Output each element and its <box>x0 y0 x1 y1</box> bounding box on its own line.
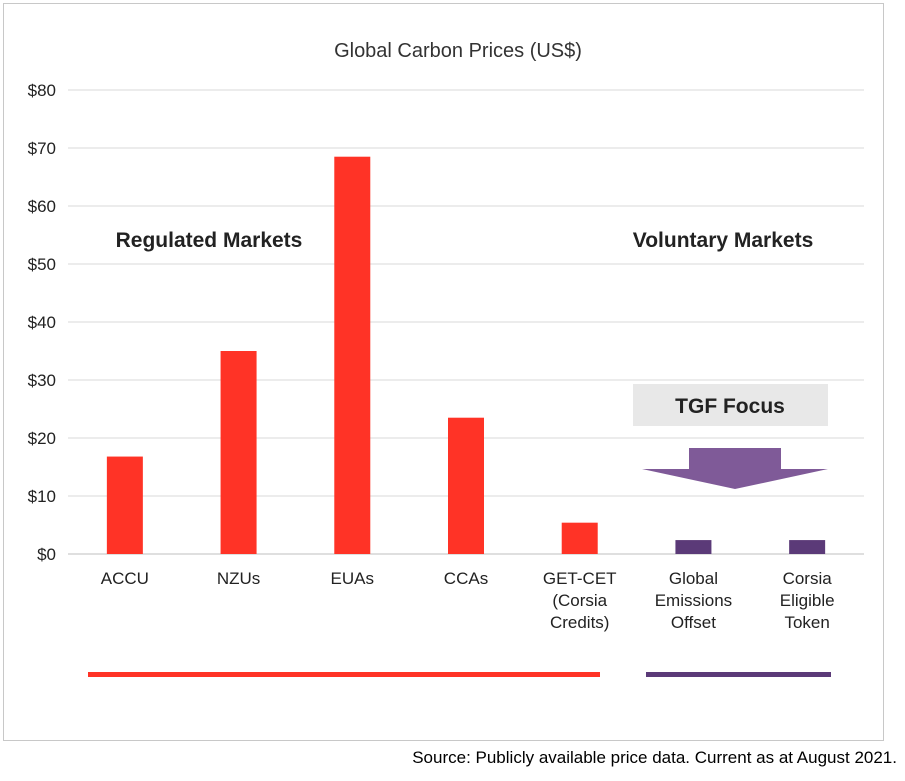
y-tick-label: $0 <box>37 545 56 564</box>
down-arrow-icon <box>642 448 828 489</box>
y-tick-label: $70 <box>28 139 56 158</box>
x-tick-label: Global <box>669 569 718 588</box>
chart-frame <box>3 3 884 741</box>
x-tick-label: Offset <box>671 613 716 632</box>
x-tick-label: CCAs <box>444 569 488 588</box>
x-tick-label: Credits) <box>550 613 610 632</box>
x-tick-label: NZUs <box>217 569 260 588</box>
bar-global-emissions-offset <box>675 540 712 554</box>
regulated-markets-label: Regulated Markets <box>116 229 303 252</box>
y-tick-label: $10 <box>28 487 56 506</box>
x-tick-label: Eligible <box>780 591 835 610</box>
y-tick-label: $80 <box>28 81 56 100</box>
voluntary-markets-label: Voluntary Markets <box>633 229 814 252</box>
y-tick-label: $60 <box>28 197 56 216</box>
y-tick-label: $30 <box>28 371 56 390</box>
source-note: Source: Publicly available price data. C… <box>412 748 897 767</box>
voluntary-group-underline <box>646 672 831 677</box>
x-tick-label: Token <box>784 613 829 632</box>
y-tick-label: $50 <box>28 255 56 274</box>
chart-canvas: Global Carbon Prices (US$) $0 $10 $20 $30 $4… <box>28 40 864 677</box>
bar-nzus <box>220 351 257 554</box>
bar-ccas <box>448 417 484 554</box>
chart-title: Global Carbon Prices (US$) <box>334 40 582 62</box>
x-tick-label: EUAs <box>331 569 374 588</box>
bar-get-cet-corsia-credits <box>561 522 598 554</box>
x-tick-label: (Corsia <box>552 591 607 610</box>
tgf-focus-box <box>633 384 828 426</box>
x-tick-label: GET-CET <box>543 569 617 588</box>
y-tick-label: $40 <box>28 313 56 332</box>
bar-euas <box>334 156 371 554</box>
bar-corsia-eligible-token <box>789 540 826 554</box>
bar-accu <box>106 456 143 554</box>
y-tick-label: $20 <box>28 429 56 448</box>
x-tick-label: Corsia <box>783 569 833 588</box>
tgf-focus-label: TGF Focus <box>675 395 785 418</box>
regulated-group-underline <box>88 672 600 677</box>
x-tick-label: Emissions <box>655 591 732 610</box>
x-tick-label: ACCU <box>101 569 149 588</box>
